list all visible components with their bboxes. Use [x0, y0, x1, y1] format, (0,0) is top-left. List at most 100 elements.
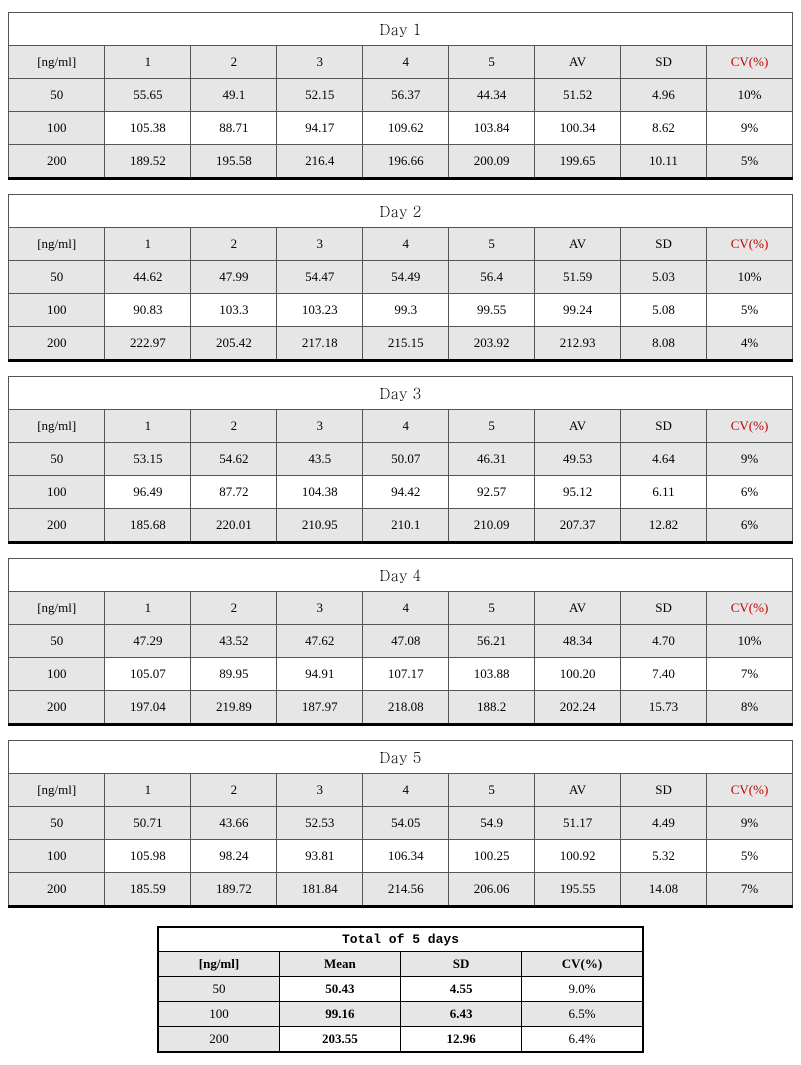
cell-value: 105.38 [105, 112, 191, 145]
day-header-row: [ng/ml]12345AVSDCV(%) [9, 410, 793, 443]
cell-value: 54.05 [363, 807, 449, 840]
row-label: 200 [9, 691, 105, 725]
col-header: [ng/ml] [9, 592, 105, 625]
cell-value: 104.38 [277, 476, 363, 509]
cell-value: 219.89 [191, 691, 277, 725]
cell-value: 107.17 [363, 658, 449, 691]
col-header: [ng/ml] [9, 410, 105, 443]
summary-section: Total of 5 days [ng/ml] Mean SD CV(%) 50… [8, 926, 793, 1053]
cell-value: 189.72 [191, 873, 277, 907]
col-header: 1 [105, 592, 191, 625]
cell-value: 195.58 [191, 145, 277, 179]
cell-value: 4% [707, 327, 793, 361]
cell-value: 4.64 [621, 443, 707, 476]
row-label: 50 [9, 261, 105, 294]
cell-value: 10.11 [621, 145, 707, 179]
cell-value: 47.29 [105, 625, 191, 658]
cell-value: 220.01 [191, 509, 277, 543]
cell-value: 14.08 [621, 873, 707, 907]
col-header: SD [621, 410, 707, 443]
cell-value: 100.92 [535, 840, 621, 873]
table-row: 100105.3888.7194.17109.62103.84100.348.6… [9, 112, 793, 145]
summary-row: 200203.5512.966.4% [158, 1027, 643, 1053]
cell-value: 215.15 [363, 327, 449, 361]
day-title: Day 2 [9, 195, 793, 228]
col-header: 2 [191, 46, 277, 79]
cell-value: 189.52 [105, 145, 191, 179]
cell-value: 10% [707, 79, 793, 112]
cell-value: 88.71 [191, 112, 277, 145]
col-header: 2 [191, 410, 277, 443]
cell-value: 50.71 [105, 807, 191, 840]
cell-value: 12.82 [621, 509, 707, 543]
row-label: 50 [9, 807, 105, 840]
col-header: 3 [277, 410, 363, 443]
cell-value: 44.62 [105, 261, 191, 294]
cell-value: 206.06 [449, 873, 535, 907]
col-header: 4 [363, 46, 449, 79]
cell-value: 207.37 [535, 509, 621, 543]
cell-value: 56.4 [449, 261, 535, 294]
table-row: 100105.0789.9594.91107.17103.88100.207.4… [9, 658, 793, 691]
cell-value: 47.08 [363, 625, 449, 658]
cell-value: 199.65 [535, 145, 621, 179]
cell-value: 185.68 [105, 509, 191, 543]
cell-value: 216.4 [277, 145, 363, 179]
day-block: Day 4[ng/ml]12345AVSDCV(%)5047.2943.5247… [8, 558, 793, 726]
col-header: AV [535, 228, 621, 261]
cell-value: 185.59 [105, 873, 191, 907]
summary-cv: 9.0% [522, 977, 643, 1002]
row-label: 50 [9, 79, 105, 112]
cell-value: 100.34 [535, 112, 621, 145]
day-header-row: [ng/ml]12345AVSDCV(%) [9, 228, 793, 261]
cell-value: 7.40 [621, 658, 707, 691]
row-label: 200 [9, 509, 105, 543]
cell-value: 203.92 [449, 327, 535, 361]
summary-cv: 6.4% [522, 1027, 643, 1053]
cell-value: 103.3 [191, 294, 277, 327]
col-header: 5 [449, 228, 535, 261]
cell-value: 5% [707, 840, 793, 873]
cell-value: 4.49 [621, 807, 707, 840]
col-header-cv: CV(%) [707, 228, 793, 261]
row-label: 50 [9, 443, 105, 476]
col-header: 5 [449, 46, 535, 79]
cell-value: 6% [707, 476, 793, 509]
cell-value: 109.62 [363, 112, 449, 145]
cell-value: 218.08 [363, 691, 449, 725]
col-header: 3 [277, 774, 363, 807]
cell-value: 106.34 [363, 840, 449, 873]
summary-mean: 50.43 [279, 977, 400, 1002]
row-label: 200 [9, 873, 105, 907]
cell-value: 8% [707, 691, 793, 725]
cell-value: 5.08 [621, 294, 707, 327]
cell-value: 6% [707, 509, 793, 543]
col-header: [ng/ml] [9, 46, 105, 79]
col-header: 4 [363, 774, 449, 807]
cell-value: 210.1 [363, 509, 449, 543]
summary-col-cv: CV(%) [522, 952, 643, 977]
col-header: AV [535, 46, 621, 79]
cell-value: 197.04 [105, 691, 191, 725]
cell-value: 99.55 [449, 294, 535, 327]
cell-value: 5.32 [621, 840, 707, 873]
table-row: 200189.52195.58216.4196.66200.09199.6510… [9, 145, 793, 179]
cell-value: 54.9 [449, 807, 535, 840]
col-header: 5 [449, 592, 535, 625]
table-row: 5047.2943.5247.6247.0856.2148.344.7010% [9, 625, 793, 658]
summary-row: 10099.166.436.5% [158, 1002, 643, 1027]
day-table: Day 1[ng/ml]12345AVSDCV(%)5055.6549.152.… [8, 12, 793, 180]
col-header: 2 [191, 774, 277, 807]
day-header-row: [ng/ml]12345AVSDCV(%) [9, 592, 793, 625]
col-header: AV [535, 774, 621, 807]
summary-sd: 4.55 [401, 977, 522, 1002]
cell-value: 188.2 [449, 691, 535, 725]
cell-value: 214.56 [363, 873, 449, 907]
summary-col-sd: SD [401, 952, 522, 977]
cell-value: 187.97 [277, 691, 363, 725]
cell-value: 105.98 [105, 840, 191, 873]
cell-value: 50.07 [363, 443, 449, 476]
summary-row-label: 100 [158, 1002, 279, 1027]
row-label: 100 [9, 658, 105, 691]
day-block: Day 2[ng/ml]12345AVSDCV(%)5044.6247.9954… [8, 194, 793, 362]
